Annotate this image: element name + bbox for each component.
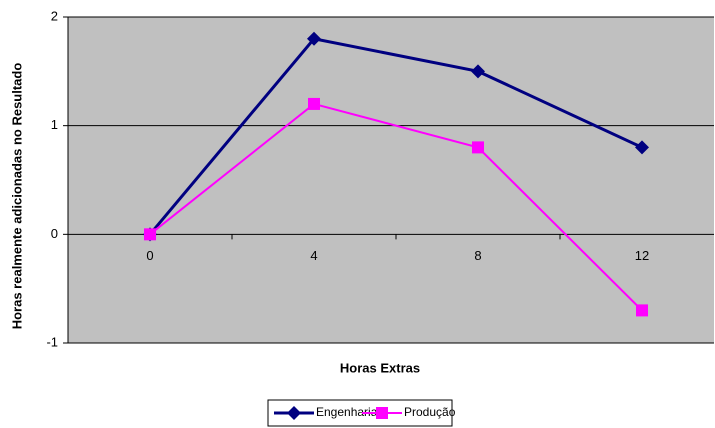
y-axis-label: Horas realmente adicionadas no Resultado — [9, 63, 24, 330]
marker — [307, 31, 321, 46]
marker — [636, 304, 648, 317]
marker — [287, 406, 301, 420]
series-line — [148, 37, 643, 236]
marker — [471, 64, 485, 79]
y-axis-label-group: Horas realmente adicionadas no Resultado — [9, 63, 24, 330]
y-tick-label: 0 — [51, 226, 58, 241]
y-tick-label: 1 — [51, 117, 58, 132]
marker — [472, 141, 484, 154]
legend-label: Engenharia — [316, 405, 378, 419]
y-tick-label: -1 — [46, 334, 58, 349]
marker — [635, 140, 649, 155]
x-tick-label: 0 — [146, 248, 153, 263]
y-tick-label: 2 — [51, 8, 58, 23]
x-tick-label: 12 — [635, 248, 649, 263]
x-tick-label: 8 — [474, 248, 481, 263]
x-axis-label: Horas Extras — [340, 360, 420, 375]
marker — [308, 97, 320, 110]
series-line — [149, 102, 643, 312]
marker — [144, 228, 156, 241]
x-tick-label: 4 — [310, 248, 317, 263]
marker — [376, 407, 388, 419]
plot-area — [68, 17, 714, 343]
legend-label: Produção — [404, 405, 456, 419]
